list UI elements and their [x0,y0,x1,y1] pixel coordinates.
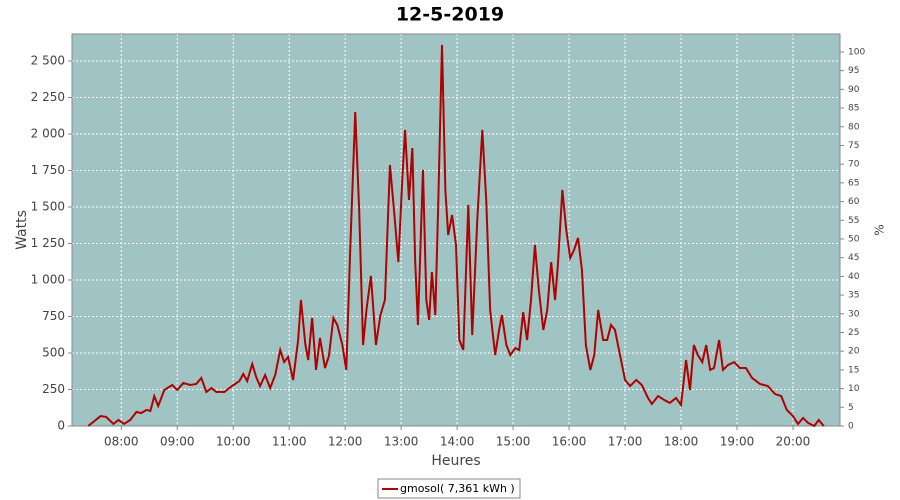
y2-tick-label: 80 [848,122,860,132]
plot-border [71,33,841,427]
y2-tick-label: 90 [848,85,860,95]
x-tick-label: 13:00 [384,435,419,449]
chart-title: 12-5-2019 [396,4,504,26]
x-tick-label: 09:00 [160,435,195,449]
x-tick-label: 10:00 [216,435,251,449]
y2-tick-label: 85 [848,104,859,114]
y2-tick-label: 65 [848,178,859,188]
y2-tick-label: 10 [848,384,860,394]
y2-tick-label: 60 [848,197,860,207]
y2-tick-label: 100 [848,47,865,57]
x-tick-label: 19:00 [720,435,755,449]
x-tick-label: 16:00 [552,435,587,449]
y-axis-label: Watts [14,210,30,250]
y-tick-label: 1 250 [31,236,65,250]
y-tick-label: 0 [57,419,65,433]
x-tick-label: 08:00 [104,435,139,449]
y2-tick-label: 70 [848,160,860,170]
x-tick-label: 15:00 [496,435,531,449]
legend-box [377,478,521,499]
y2-tick-label: 50 [848,234,860,244]
y2-tick-label: 0 [848,422,854,432]
legend-label: gmosol( 7,361 kWh ) [400,482,515,495]
y2-tick-label: 95 [848,66,859,76]
y-tick-label: 2 250 [31,90,65,104]
y2-tick-label: 5 [848,403,854,413]
x-tick-label: 18:00 [664,435,699,449]
y-tick-label: 250 [42,382,65,396]
y2-tick-label: 55 [848,216,859,226]
x-axis-label: Heures [431,453,480,469]
y2-tick-label: 35 [848,291,859,301]
y2-tick-label: 15 [848,365,859,375]
y2-tick-label: 40 [848,272,860,282]
x-tick-label: 12:00 [328,435,363,449]
y2-tick-label: 45 [848,253,859,263]
y2-tick-label: 75 [848,141,859,151]
x-tick-label: 20:00 [776,435,811,449]
y2-tick-label: 25 [848,328,859,338]
y2-tick-label: 30 [848,309,860,319]
y-tick-label: 1 750 [31,163,65,177]
y2-tick-label: 20 [848,347,860,357]
y-tick-label: 750 [42,309,65,323]
plot-area [72,34,840,426]
x-tick-label: 11:00 [272,435,307,449]
y-tick-label: 1 000 [31,273,65,287]
x-tick-label: 14:00 [440,435,475,449]
y2-axis-label: % [873,224,887,235]
y-tick-label: 1 500 [31,200,65,214]
x-tick-label: 17:00 [608,435,643,449]
y-tick-label: 2 500 [31,54,65,68]
data-line [87,44,825,428]
y-tick-label: 500 [42,346,65,360]
y-tick-label: 2 000 [31,127,65,141]
